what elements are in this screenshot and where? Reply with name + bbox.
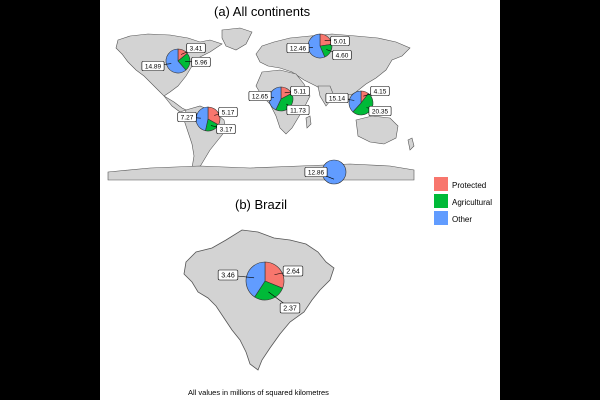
panel-a-title: (a) All continents [214,4,311,19]
legend-label-agricultural: Agricultural [452,198,492,207]
legend-label-other: Other [452,215,472,224]
pie-slice-brazil-other [245,261,266,298]
landmass-greenland [221,27,253,51]
value-label-south-america-protected: 5.17 [222,109,235,116]
value-label-box-europe-russia-protected [330,35,350,47]
legend: Protected Agricultural Other [434,177,492,225]
value-label-africa-other: 12.65 [252,93,269,100]
value-label-africa-agricultural: 11.73 [290,107,306,114]
pie-slice-north-america-other [165,48,187,74]
value-label-box-europe-russia-agricultural [332,49,352,61]
value-label-box-asia-other [325,92,349,104]
value-label-box-europe-russia-other [286,42,310,54]
value-label-north-america-protected: 3.41 [190,45,203,52]
value-label-europe-russia-agricultural: 4.60 [336,52,349,59]
legend-label-protected: Protected [452,181,486,190]
value-label-box-antarctica-other [304,166,328,178]
value-label-box-north-america-agricultural [191,56,211,68]
pie-slice-brazil-agricultural [254,280,283,301]
value-label-brazil-protected: 2.64 [286,269,300,276]
value-label-box-south-america-protected [218,106,238,118]
landmass-new-zealand [407,137,415,151]
landmass-australia [355,115,399,145]
value-label-box-north-america-protected [186,42,206,54]
value-label-brazil-other: 3.46 [221,273,235,280]
value-label-box-south-america-other [177,111,197,123]
value-label-asia-agricultural: 20.35 [372,108,389,115]
value-label-europe-russia-other: 12.46 [290,45,307,52]
value-label-box-north-america-other [141,60,165,72]
brazil-map [183,229,335,371]
legend-swatch-agricultural [434,194,448,208]
pie-slice-asia-other [348,90,362,113]
legend-swatch-protected [434,177,448,191]
value-label-antarctica-other: 12.86 [308,169,325,176]
value-label-north-america-other: 14.89 [145,63,162,70]
units-caption: All values in millions of squared kilome… [188,388,329,397]
value-label-box-south-america-agricultural [216,123,236,135]
value-label-north-america-agricultural: 5.96 [195,59,208,66]
value-label-box-africa-agricultural [286,104,310,116]
value-label-box-brazil-protected [282,265,304,277]
legend-swatch-other [434,211,448,225]
value-label-box-brazil-other [217,269,239,281]
value-label-africa-protected: 5.11 [294,88,307,95]
value-label-box-asia-protected [370,85,390,97]
value-label-box-africa-other [248,90,272,102]
value-label-box-africa-protected [290,85,310,97]
value-labels: 3.41 5.96 14.89 5.17 3.17 7.27 5.01 4.60 12.46 5.… [141,35,392,314]
value-label-box-brazil-agricultural [279,302,301,314]
value-label-asia-other: 15.14 [329,95,346,102]
value-label-brazil-agricultural: 2.37 [283,306,297,313]
value-label-asia-protected: 4.15 [374,88,387,95]
landmass-madagascar [305,115,312,129]
value-label-box-asia-agricultural [368,105,392,117]
value-label-europe-russia-protected: 5.01 [334,38,347,45]
value-label-south-america-agricultural: 3.17 [220,126,233,133]
pie-charts [165,33,374,301]
value-label-south-america-other: 7.27 [181,114,194,121]
pie-slice-brazil-protected [264,261,285,289]
panel-b-title: (b) Brazil [235,197,288,212]
